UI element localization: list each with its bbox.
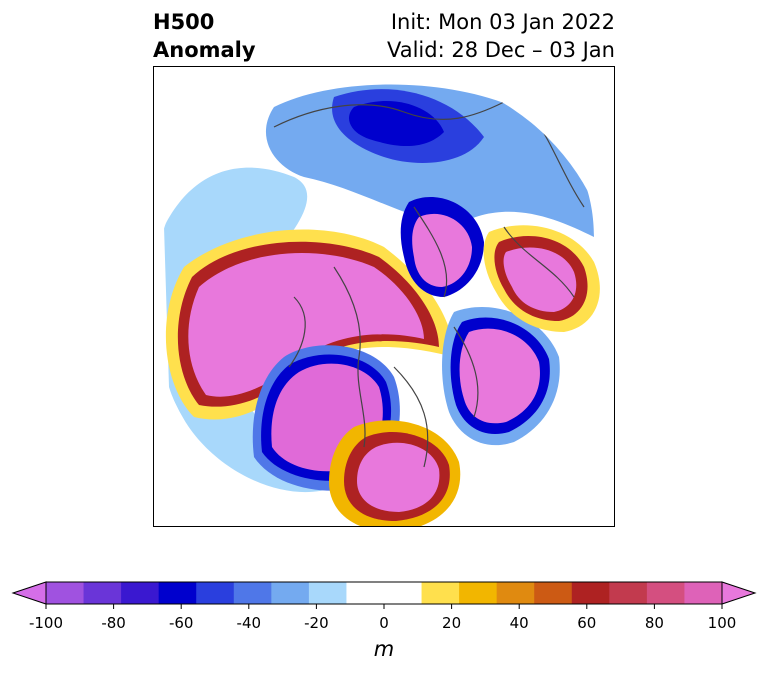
title-right: Init: Mon 03 Jan 2022 Valid: 28 Dec – 03… — [387, 8, 615, 64]
colorbar-tick-label: -20 — [304, 614, 329, 632]
anomaly-positive-ridge-south-max — [357, 442, 440, 512]
colorbar-cell — [83, 582, 122, 604]
colorbar-cell — [346, 582, 385, 604]
colorbar-cell — [158, 582, 197, 604]
colorbar-cell — [384, 582, 423, 604]
valid-time: Valid: 28 Dec – 03 Jan — [386, 38, 615, 62]
anomaly-positive-east-inner — [459, 328, 540, 424]
colorbar-tick-label: -100 — [28, 614, 64, 632]
title-type: Anomaly — [153, 38, 256, 62]
colorbar-tick-label: 80 — [644, 614, 664, 632]
colorbar-tick-label: 100 — [707, 614, 737, 632]
colorbar-cell — [121, 582, 160, 604]
colorbar-cell — [459, 582, 498, 604]
title-left: H500 Anomaly — [153, 8, 256, 64]
anomaly-negative-north-max — [349, 101, 444, 147]
anomaly-map — [153, 66, 615, 527]
coastlines — [273, 101, 585, 468]
colorbar-tick-label: -60 — [168, 614, 194, 632]
colorbar-cell — [308, 582, 347, 604]
init-time: Init: Mon 03 Jan 2022 — [390, 10, 615, 34]
colorbar-extend-high — [721, 581, 757, 605]
colorbar-tick-label: 0 — [379, 614, 389, 632]
colorbar-cell — [496, 582, 535, 604]
colorbar-tick-label: -40 — [236, 614, 262, 632]
colorbar-cell — [233, 582, 272, 604]
anomaly-positive-center-inner — [412, 213, 472, 287]
anomaly-positive-ridge-east-max — [503, 247, 577, 312]
colorbar-tick-label: 40 — [509, 614, 529, 632]
colorbar-cell — [571, 582, 610, 604]
colorbar-extend-low — [11, 581, 47, 605]
colorbar-cell — [684, 582, 723, 604]
colorbar-cell — [421, 582, 460, 604]
colorbar-unit: m — [373, 637, 395, 661]
colorbar-tick-label: -80 — [101, 614, 126, 632]
title-variable: H500 — [153, 10, 215, 34]
colorbar-tick-label: 20 — [442, 614, 462, 632]
colorbar-cell — [609, 582, 648, 604]
colorbar — [11, 581, 757, 609]
anomaly-positive-ridge-west-core — [188, 253, 424, 397]
colorbar-cell — [271, 582, 310, 604]
colorbar-cell — [646, 582, 685, 604]
colorbar-cell — [46, 582, 85, 604]
map-canvas — [164, 84, 600, 526]
colorbar-tick-label: 60 — [577, 614, 597, 632]
colorbar-cell — [196, 582, 235, 604]
colorbar-cell — [534, 582, 573, 604]
